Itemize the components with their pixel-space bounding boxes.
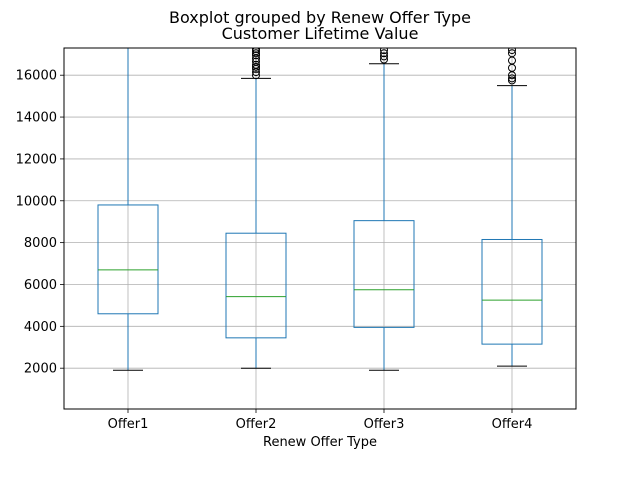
x-tick-label: Offer1: [108, 417, 149, 432]
outlier-point: [508, 49, 516, 58]
chart-title: Customer Lifetime Value: [221, 24, 419, 43]
iqr-box: [97, 204, 159, 315]
y-tick-label: 8000: [24, 236, 57, 251]
outlier-point: [380, 55, 388, 64]
outlier-point: [252, 51, 260, 60]
outlier-point: [252, 48, 260, 54]
outlier-point: [380, 48, 388, 55]
x-axis-label: Renew Offer Type: [263, 435, 377, 450]
outlier-point: [508, 48, 516, 55]
outlier-point: [252, 48, 260, 56]
outlier-point: [380, 52, 388, 61]
y-tick-label: 16000: [16, 69, 57, 84]
y-tick-label: 2000: [24, 362, 57, 377]
outlier-point: [252, 71, 260, 80]
y-tick-label: 10000: [16, 194, 57, 209]
x-tick-label: Offer4: [492, 417, 533, 432]
y-tick-label: 4000: [24, 320, 57, 335]
outlier-point: [252, 49, 260, 58]
outlier-point: [252, 62, 260, 71]
y-tick-label: 12000: [16, 152, 57, 167]
outlier-point: [252, 60, 260, 69]
iqr-box: [481, 238, 543, 345]
chart-suptitle: Boxplot grouped by Renew Offer Type: [168, 8, 472, 27]
box-offer4: [481, 48, 543, 367]
outlier-point: [508, 74, 516, 83]
outlier-point: [252, 57, 260, 66]
y-tick-label: 14000: [16, 111, 57, 126]
iqr-box: [225, 232, 287, 339]
outlier-point: [508, 76, 516, 85]
box-offer3: [353, 48, 415, 371]
x-tick-label: Offer3: [364, 417, 405, 432]
plot-frame: [63, 47, 577, 410]
x-tick-label: Offer2: [236, 417, 277, 432]
box-offer1: [97, 48, 159, 371]
iqr-box: [353, 220, 415, 328]
box-offer2: [225, 48, 287, 369]
outlier-point: [380, 49, 388, 58]
y-tick-label: 6000: [24, 278, 57, 293]
